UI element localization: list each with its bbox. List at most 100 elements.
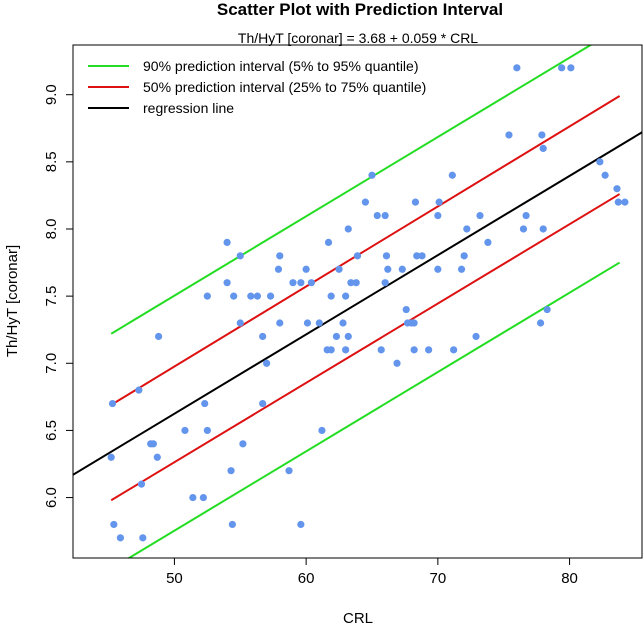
data-point xyxy=(332,332,341,341)
data-point xyxy=(342,346,350,354)
data-point xyxy=(384,265,392,273)
data-point xyxy=(353,252,362,260)
x-tick-label: 70 xyxy=(430,570,447,587)
data-point xyxy=(344,332,352,341)
data-point xyxy=(259,399,267,408)
plot-frame xyxy=(72,44,643,559)
x-tick-label: 80 xyxy=(561,570,578,587)
data-point xyxy=(463,225,471,233)
data-point xyxy=(382,252,391,260)
data-point xyxy=(472,332,480,341)
x-tick-label: 60 xyxy=(298,570,315,587)
y-tick-label: 9.0 xyxy=(43,84,60,105)
data-point xyxy=(149,440,157,448)
data-point xyxy=(448,171,456,179)
y-axis: 6.0 6.5 7.0 7.5 8.0 8.5 9.0 xyxy=(43,84,73,508)
data-point xyxy=(347,279,355,287)
data-point xyxy=(230,292,238,300)
legend-label: 90% prediction interval (5% to 95% quant… xyxy=(143,58,419,74)
data-point xyxy=(411,198,420,206)
data-point xyxy=(538,131,546,139)
data-point xyxy=(450,346,458,354)
data-point xyxy=(201,399,209,408)
data-point xyxy=(263,359,271,367)
data-point xyxy=(457,265,466,273)
x-axis-label: CRL xyxy=(343,610,373,627)
data-point xyxy=(297,279,305,287)
data-point xyxy=(116,534,125,542)
data-point xyxy=(276,319,284,327)
data-point xyxy=(368,171,376,179)
legend: 90% prediction interval (5% to 95% quant… xyxy=(88,58,426,116)
data-point xyxy=(135,386,143,394)
y-tick-label: 7.5 xyxy=(43,286,60,307)
data-point xyxy=(285,467,293,475)
data-point xyxy=(339,319,347,327)
data-point xyxy=(199,493,207,502)
chart-subtitle: Th/HyT [coronar] = 3.68 + 0.059 * CRL xyxy=(238,30,478,46)
interval-lower-line-0 xyxy=(127,261,621,558)
data-point xyxy=(596,158,604,166)
data-point xyxy=(381,211,389,220)
y-tick-label: 8.0 xyxy=(43,219,60,240)
data-point xyxy=(227,467,235,475)
data-point xyxy=(460,252,468,260)
x-axis: 50 60 70 80 xyxy=(166,558,578,587)
legend-label: 50% prediction interval (25% to 75% quan… xyxy=(143,79,426,95)
y-tick-label: 7.0 xyxy=(43,353,60,374)
data-point xyxy=(239,440,247,448)
interval-lower-line-1 xyxy=(110,193,621,502)
data-point xyxy=(203,426,211,435)
data-point xyxy=(613,185,621,193)
data-point xyxy=(352,279,360,287)
data-point xyxy=(543,305,551,314)
data-points xyxy=(107,64,629,542)
data-point xyxy=(398,265,406,273)
x-tick-label: 50 xyxy=(166,570,183,587)
data-point xyxy=(223,238,231,247)
data-point xyxy=(410,319,418,327)
data-point xyxy=(402,305,410,314)
data-point xyxy=(297,520,305,529)
data-point xyxy=(203,292,211,300)
data-point xyxy=(302,265,310,273)
data-point xyxy=(228,520,236,529)
data-point xyxy=(303,319,312,327)
data-point xyxy=(522,211,530,220)
data-point xyxy=(181,426,189,435)
data-point xyxy=(289,279,297,287)
data-point xyxy=(223,279,231,287)
data-point xyxy=(247,292,255,300)
data-point xyxy=(110,520,118,529)
data-point xyxy=(189,493,197,502)
data-point xyxy=(413,252,421,260)
data-point xyxy=(274,265,283,273)
interval-upper-line-1 xyxy=(110,95,621,406)
data-point xyxy=(434,211,442,220)
data-point xyxy=(276,252,284,260)
data-point xyxy=(513,64,521,72)
data-point xyxy=(253,292,261,300)
data-point xyxy=(318,426,326,435)
data-point xyxy=(236,252,244,260)
data-point xyxy=(476,211,484,220)
data-point xyxy=(139,534,147,542)
data-point xyxy=(327,292,335,300)
data-point xyxy=(539,225,547,233)
data-point xyxy=(327,346,335,354)
data-point xyxy=(344,225,352,233)
chart-title: Scatter Plot with Prediction Interval xyxy=(217,0,503,19)
data-point xyxy=(307,279,316,287)
data-point xyxy=(259,332,267,341)
data-point xyxy=(614,198,622,206)
data-point xyxy=(342,292,350,300)
y-tick-label: 6.0 xyxy=(43,487,60,508)
data-point xyxy=(108,399,117,408)
data-point xyxy=(410,346,418,354)
data-point xyxy=(539,144,547,153)
data-point xyxy=(324,238,333,247)
data-point xyxy=(107,453,115,461)
data-point xyxy=(418,252,426,260)
data-point xyxy=(519,225,528,233)
y-tick-label: 8.5 xyxy=(43,151,60,172)
